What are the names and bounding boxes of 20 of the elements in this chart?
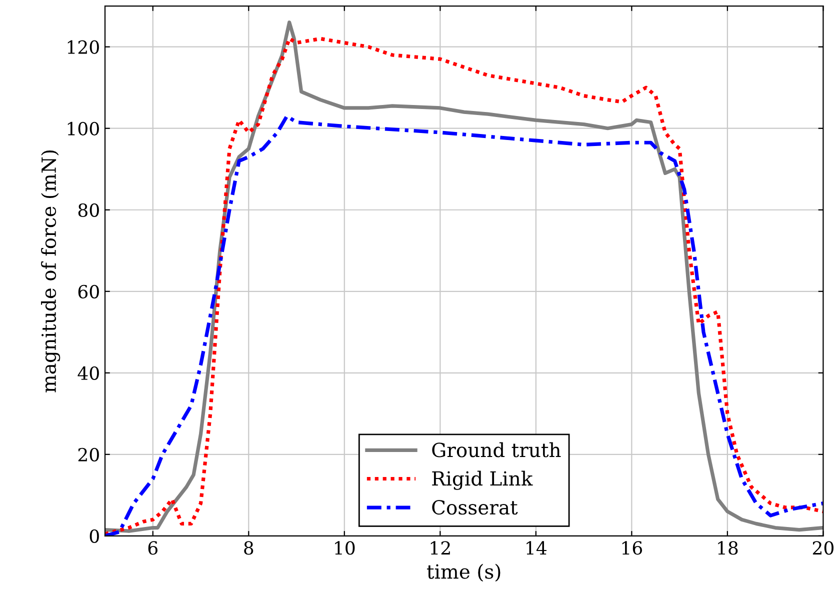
x-tick-label: 10 <box>335 541 355 555</box>
x-tick-label: 14 <box>526 541 546 554</box>
legend-label: Ground truth <box>432 442 561 458</box>
x-tick-label: 8 <box>244 541 254 555</box>
x-tick-label: 16 <box>622 541 642 555</box>
x-tick-label: 6 <box>148 541 158 555</box>
y-tick-label: 80 <box>78 203 99 217</box>
y-tick-label: 120 <box>68 40 99 54</box>
legend-label: Cosserat <box>432 500 518 515</box>
x-tick-label: 12 <box>430 541 450 554</box>
y-tick-label: 60 <box>78 284 99 298</box>
y-tick-label: 0 <box>90 529 99 544</box>
y-tick-label: 100 <box>68 122 99 136</box>
x-tick-label: 18 <box>718 541 738 555</box>
legend-label: Rigid Link <box>432 470 533 490</box>
y-tick-label: 20 <box>78 448 99 462</box>
y-tick-label: 40 <box>78 366 99 380</box>
x-axis-title: time (s) <box>427 564 500 582</box>
y-axis-title: magnitude of force (mN) <box>41 150 60 392</box>
x-tick-label: 20 <box>812 541 834 555</box>
